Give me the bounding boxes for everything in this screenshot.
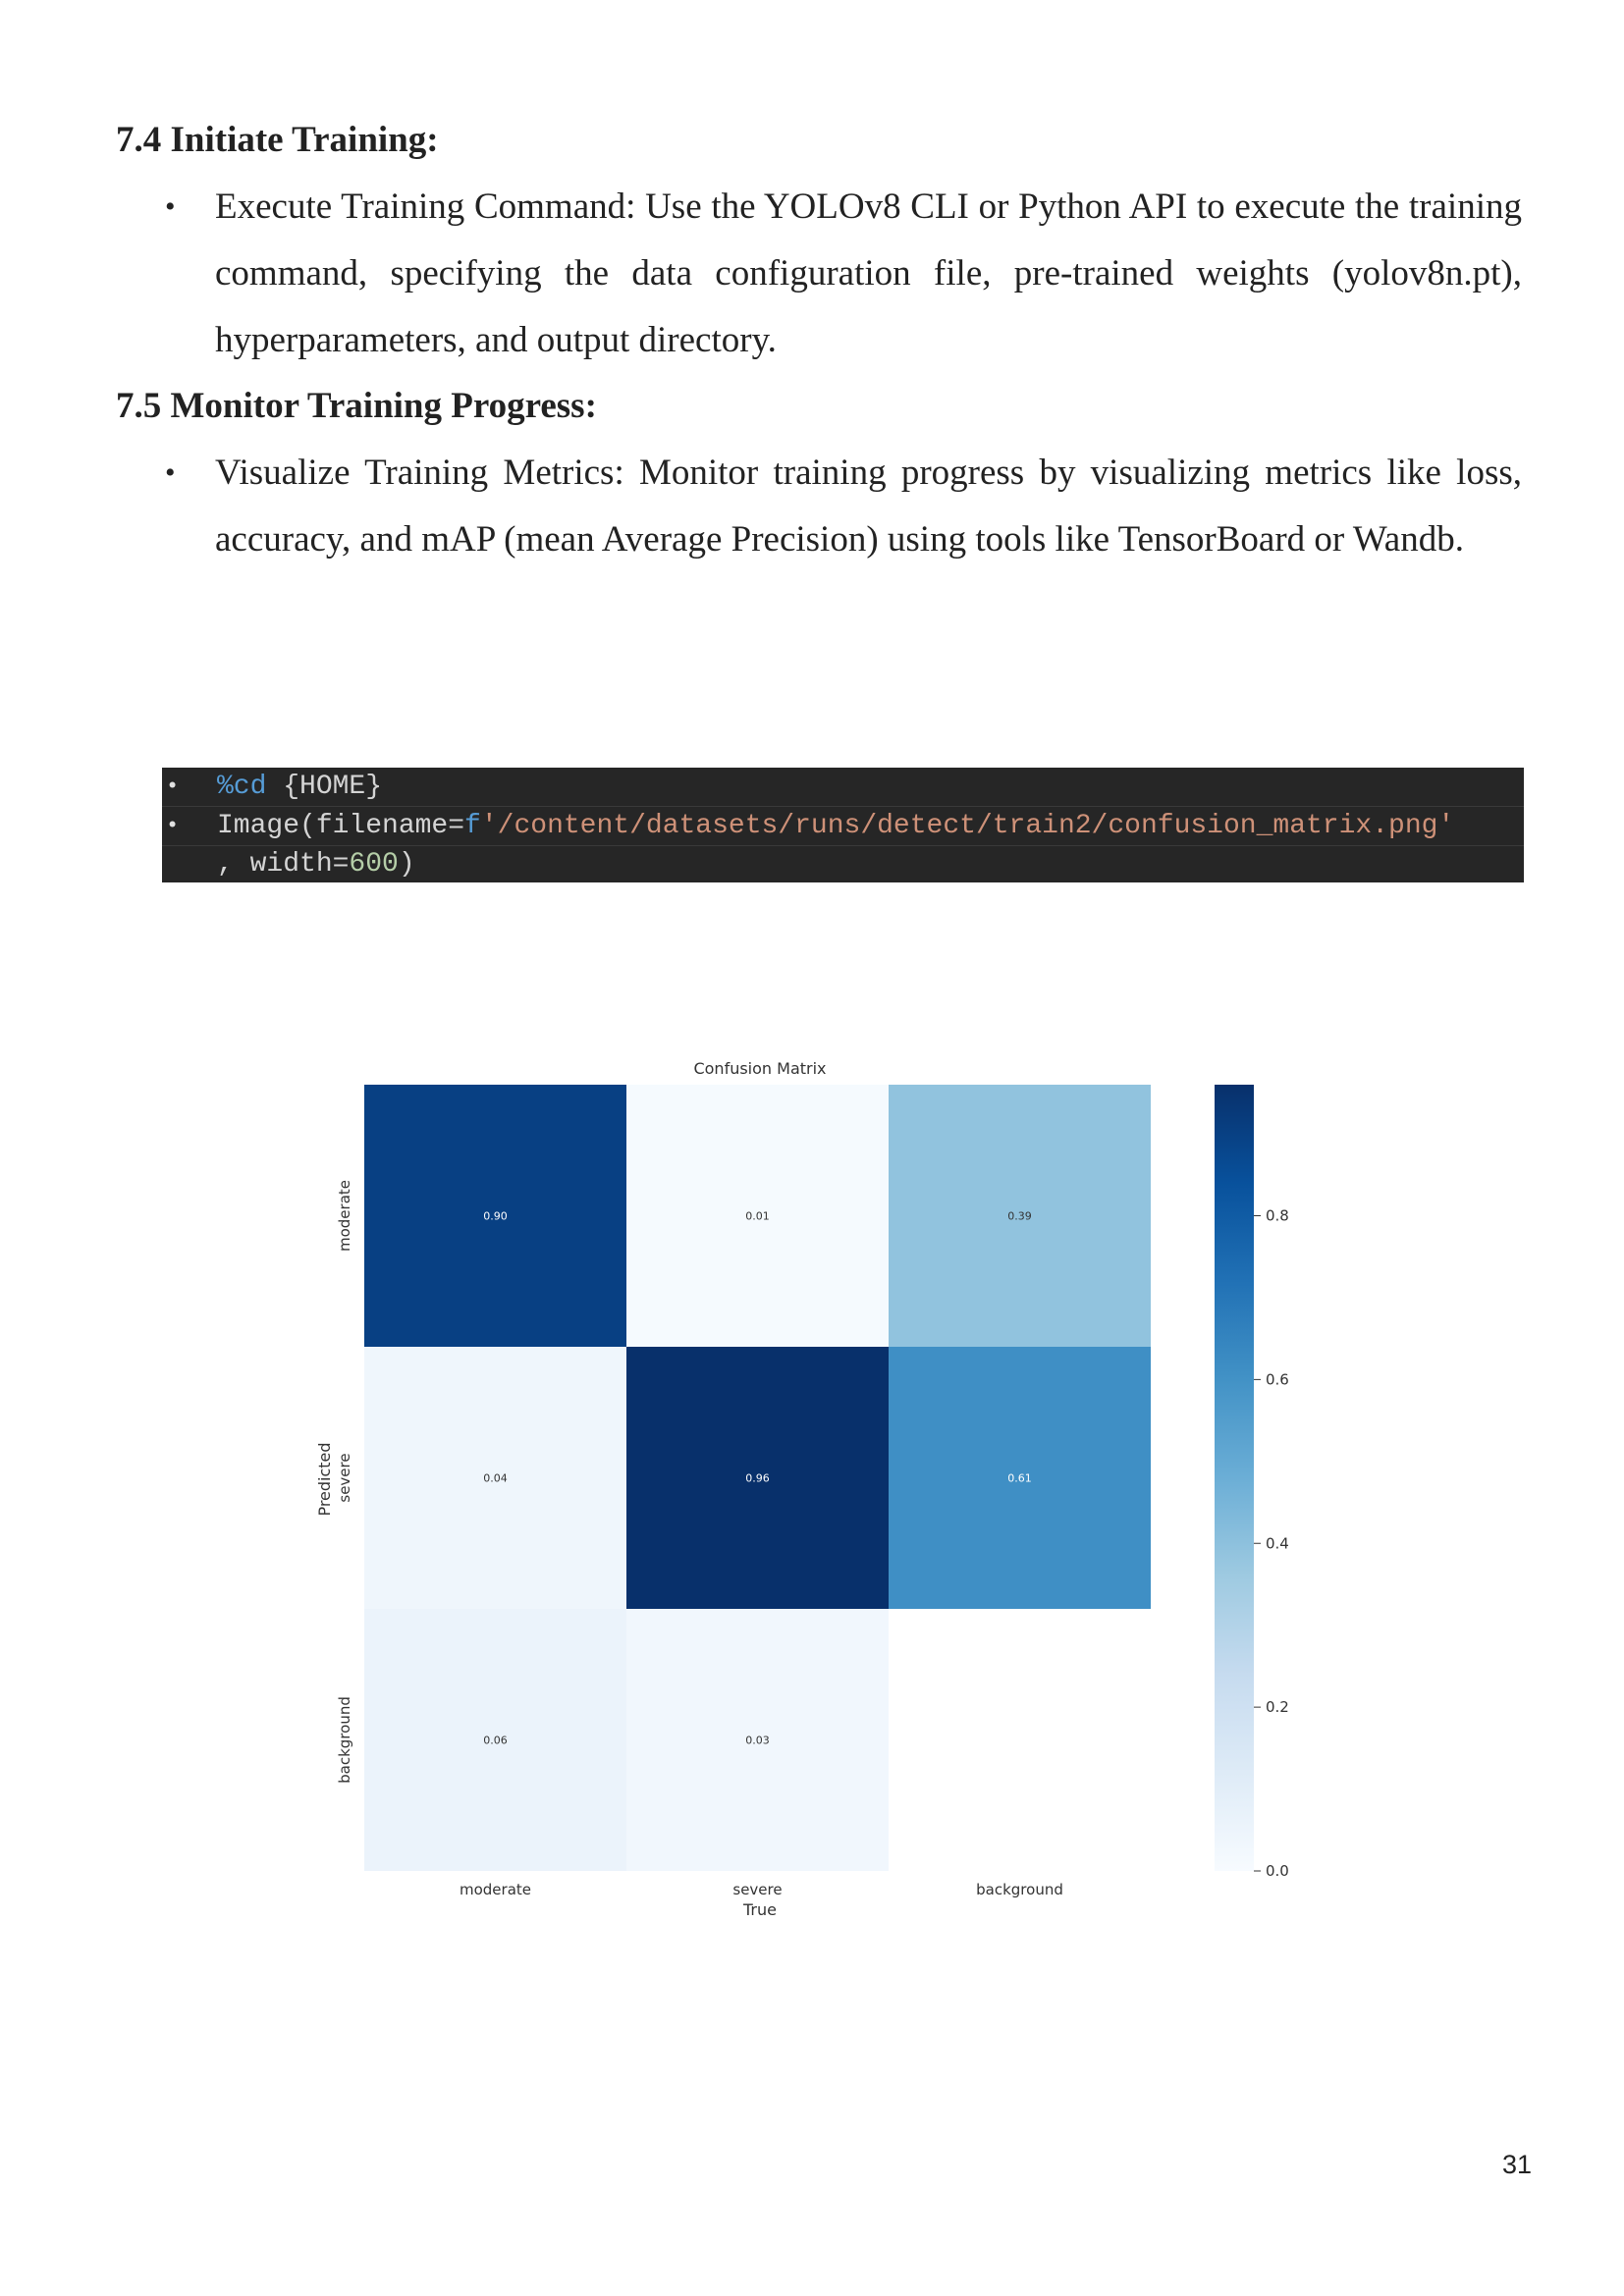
bullet-text: Visualize Training Metrics: Monitor trai… [215,453,1522,560]
cell-value-label: 0.01 [745,1210,770,1223]
y-tick-label: severe [336,1453,353,1502]
colorbar-tick-label: 0.6 [1266,1370,1289,1388]
heatmap-cell [889,1347,1151,1609]
heatmap-cell [626,1085,889,1347]
code-line: , width=600) [162,845,1524,883]
code-close-paren: ) [398,849,415,880]
cell-value-label: 0.06 [483,1735,508,1747]
code-block: • %cd {HOME} • Image(filename=f'/content… [162,768,1524,882]
bullet-text: Execute Training Command: Use the YOLOv8… [215,187,1522,360]
y-axis-label: Predicted [315,1442,334,1516]
heatmap-cell [364,1347,626,1609]
code-bullet-icon: • [166,814,180,838]
colorbar-tick-label: 0.8 [1266,1207,1289,1225]
code-line: • Image(filename=f'/content/datasets/run… [162,807,1524,846]
x-axis-label: True [742,1900,777,1919]
colorbar [1215,1085,1254,1871]
code-number: 600 [349,849,399,880]
code-line: • %cd {HOME} [162,768,1524,807]
bullet-item: • Visualize Training Metrics: Monitor tr… [165,440,1522,573]
section-heading-7-4: 7.4 Initiate Training: [116,120,439,160]
cell-value-label: 0.90 [483,1210,508,1223]
code-string-prefix: f [464,811,481,841]
chart-title: Confusion Matrix [693,1059,826,1078]
heatmap-cell [626,1347,889,1609]
code-text: , width=600) [217,845,415,883]
heatmap-cell [889,1085,1151,1347]
code-string: '/content/datasets/runs/detect/train2/co… [480,811,1455,841]
x-tick-label: background [976,1881,1063,1898]
cell-value-label: 0.96 [745,1472,770,1485]
colorbar-tick-label: 0.0 [1266,1862,1289,1880]
bullet-icon: • [165,456,176,489]
code-kwarg: , width= [217,849,350,880]
cell-value-label: 0.03 [745,1735,770,1747]
code-text: Image(filename=f'/content/datasets/runs/… [217,807,1454,845]
bullet-icon: • [165,190,176,223]
cell-value-label: 0.61 [1007,1472,1032,1485]
y-tick-label: background [336,1696,353,1784]
bullet-item: • Execute Training Command: Use the YOLO… [165,174,1522,374]
cell-value-label: 0.04 [483,1472,508,1485]
y-tick-label: moderate [336,1180,353,1252]
code-call: Image(filename= [217,811,465,841]
x-tick-label: moderate [460,1881,531,1898]
cell-value-label: 0.39 [1007,1210,1032,1223]
code-bullet-icon: • [166,774,180,799]
section-heading-7-5: 7.5 Monitor Training Progress: [116,386,597,426]
code-argument: {HOME} [266,772,383,802]
colorbar-tick-label: 0.2 [1266,1698,1289,1716]
confusion-matrix-chart: Confusion Matrix 0.90 0.01 0.39 0.04 0.96 0.6… [315,1059,1289,1919]
code-text: %cd {HOME} [217,768,382,806]
heatmap-cell [364,1085,626,1347]
x-tick-label: severe [732,1881,782,1898]
code-magic-command: %cd [217,772,267,802]
heatmap-cell [626,1609,889,1871]
colorbar-tick-label: 0.4 [1266,1534,1289,1552]
heatmap-cell [364,1609,626,1871]
page-number: 31 [1501,2150,1532,2179]
